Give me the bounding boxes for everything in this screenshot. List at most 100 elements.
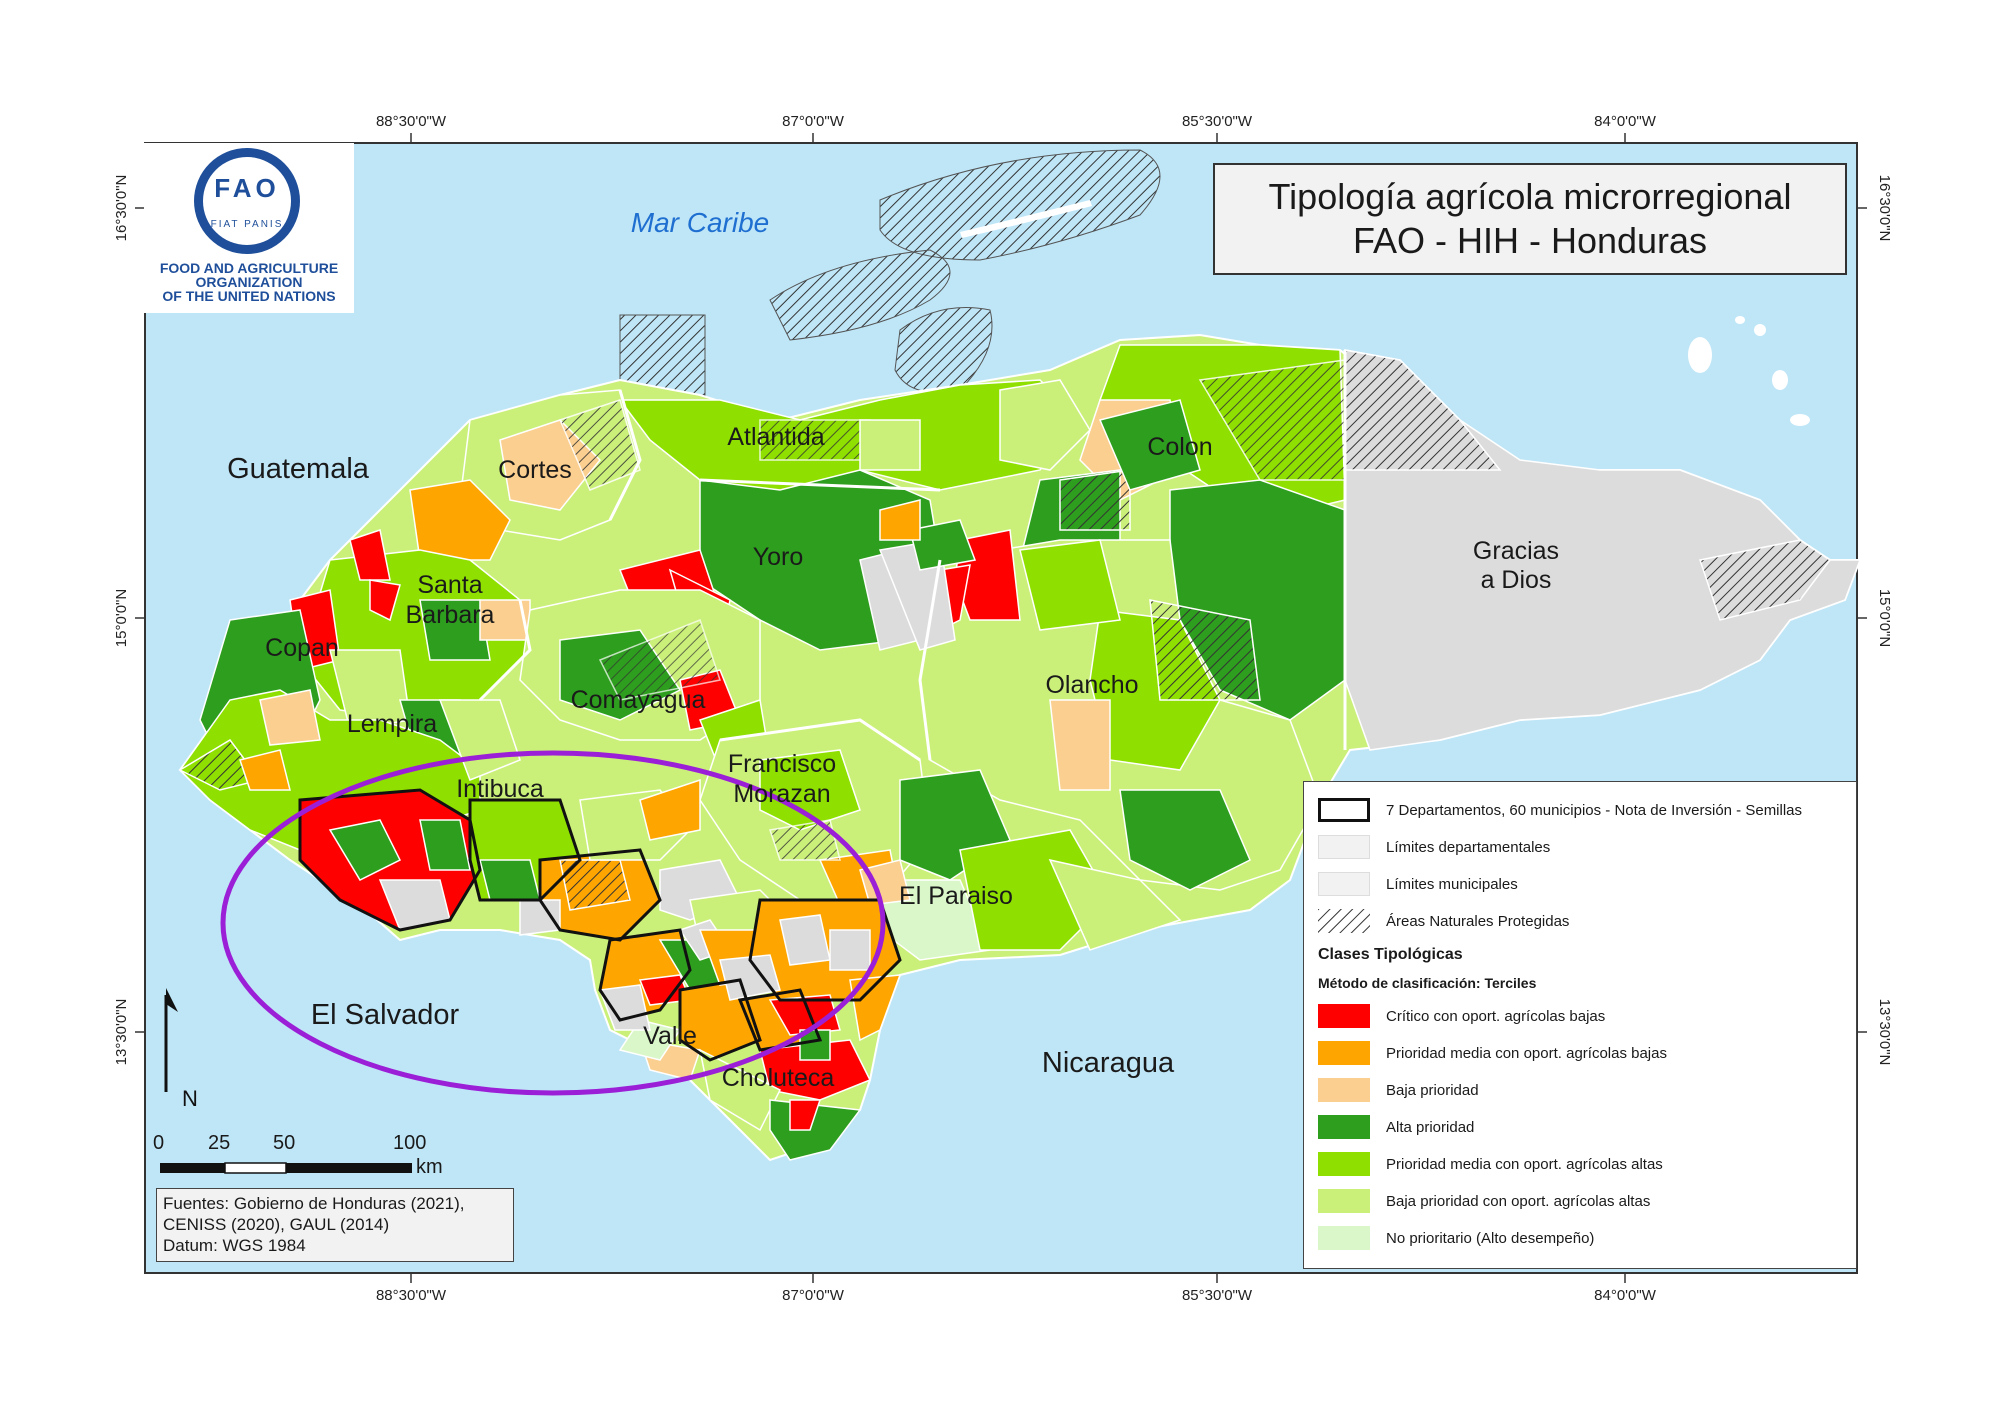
sources-line: CENISS (2020), GAUL (2014) — [163, 1215, 390, 1234]
legend-label: Crítico con oport. agrícolas bajas — [1386, 1007, 1606, 1025]
graticule-bottom-label: 87°0'0"W — [782, 1287, 845, 1304]
fao-org-line: FOOD AND AGRICULTURE — [159, 260, 339, 276]
country-label-guatemala: Guatemala — [227, 453, 370, 485]
dept-label-santa-barbara: Santa — [417, 571, 482, 599]
fao-org-name: FOOD AND AGRICULTURE ORGANIZATION OF THE… — [144, 261, 354, 303]
map-title: Tipología agrícola microrregional FAO - … — [1213, 163, 1847, 275]
municipalities — [178, 344, 1862, 1161]
graticule-top-label: 84°0'0"W — [1594, 113, 1657, 130]
legend-class-item: Prioridad media con oport. agrícolas baj… — [1318, 1041, 1667, 1065]
legend-label: Baja prioridad — [1386, 1081, 1479, 1099]
dept-label-atlantida: Atlantida — [727, 423, 824, 451]
graticule-left-label: 16°30'0"N — [113, 175, 130, 242]
legend-class-item: Baja prioridad — [1318, 1078, 1479, 1102]
map-title-line: Tipología agrícola microrregional — [1268, 176, 1792, 217]
dept-label-francisco-morazan: Morazan — [733, 780, 830, 808]
legend-label: Límites departamentales — [1386, 838, 1551, 856]
scale-tick-label: 0 — [153, 1132, 165, 1154]
graticule-top-label: 88°30'0"W — [376, 113, 447, 130]
graticule-bottom-label: 88°30'0"W — [376, 1287, 447, 1304]
legend-label: Áreas Naturales Protegidas — [1386, 912, 1570, 930]
legend-label: Alta prioridad — [1386, 1118, 1475, 1136]
dept-label-yoro: Yoro — [753, 543, 804, 571]
legend-item-muni-limits: Límites municipales — [1318, 872, 1518, 896]
dept-label-cortes: Cortes — [498, 456, 572, 484]
sources-line: Fuentes: Gobierno de Honduras (2021), — [163, 1194, 465, 1213]
legend-method: Método de clasificación: Terciles — [1318, 975, 1537, 991]
country-label-el-salvador: El Salvador — [311, 999, 460, 1031]
scale-tick-label: 50 — [273, 1132, 296, 1154]
graticule-right-label: 15°0'0"N — [1876, 589, 1893, 647]
dept-label-lempira: Lempira — [347, 710, 437, 738]
graticule-top-label: 87°0'0"W — [782, 113, 845, 130]
legend: 7 Departamentos, 60 municipios - Nota de… — [1303, 781, 1857, 1269]
legend-swatch — [1318, 1004, 1370, 1028]
legend-class-item: Alta prioridad — [1318, 1115, 1474, 1139]
legend-label: Prioridad media con oport. agrícolas alt… — [1386, 1155, 1663, 1173]
fao-motto: FIAT PANIS — [210, 219, 284, 230]
dept-label-francisco-morazan: Francisco — [728, 750, 836, 778]
legend-swatch — [1318, 872, 1370, 896]
country-label-nicaragua: Nicaragua — [1042, 1047, 1175, 1079]
legend-label: Límites municipales — [1386, 875, 1518, 893]
legend-swatch — [1318, 1189, 1370, 1213]
graticule-left-label: 15°0'0"N — [113, 589, 130, 647]
legend-label: Baja prioridad con oport. agrícolas alta… — [1386, 1192, 1651, 1210]
department-boundaries — [478, 350, 1347, 762]
dept-label-intibuca: Intibuca — [456, 775, 544, 803]
fao-org-line: OF THE UNITED NATIONS — [162, 288, 336, 304]
legend-swatch-hatch — [1318, 909, 1370, 933]
scale-tick-label: 25 — [208, 1132, 231, 1154]
graticule-right-label: 13°30'0"N — [1876, 999, 1893, 1066]
sources-line: Datum: WGS 1984 — [163, 1236, 306, 1255]
dept-label-comayagua: Comayagua — [571, 686, 706, 714]
fao-letters: FAO — [214, 173, 280, 203]
dept-label-olancho: Olancho — [1045, 671, 1138, 699]
dept-label-gracias-a-dios: Gracias — [1473, 537, 1559, 565]
fao-wheat-emblem-icon: FAO FIAT PANIS — [194, 148, 300, 254]
legend-label: 7 Departamentos, 60 municipios - Nota de… — [1386, 801, 1803, 819]
legend-swatch — [1318, 835, 1370, 859]
fao-org-line: ORGANIZATION — [195, 274, 303, 290]
legend-swatch — [1318, 1078, 1370, 1102]
graticule-right-label: 16°30'0"N — [1876, 175, 1893, 242]
graticule-top-label: 85°30'0"W — [1182, 113, 1253, 130]
legend-item-study-area: 7 Departamentos, 60 municipios - Nota de… — [1318, 798, 1802, 822]
scale-bar — [160, 1162, 412, 1174]
legend-swatch — [1318, 1226, 1370, 1250]
legend-item-dept-limits: Límites departamentales — [1318, 835, 1550, 859]
dept-label-choluteca: Choluteca — [722, 1064, 835, 1092]
graticule-bottom-label: 84°0'0"W — [1594, 1287, 1657, 1304]
dept-label-santa-barbara: Barbara — [406, 601, 495, 629]
sources-box: Fuentes: Gobierno de Honduras (2021), CE… — [156, 1188, 514, 1262]
fao-logo: FAO FIAT PANIS FOOD AND AGRICULTURE ORGA… — [144, 143, 354, 313]
scale-unit-label: km — [416, 1156, 443, 1178]
graticule-bottom-label: 85°30'0"W — [1182, 1287, 1253, 1304]
legend-class-item: Crítico con oport. agrícolas bajas — [1318, 1004, 1605, 1028]
graticule-left-label: 13°30'0"N — [113, 999, 130, 1066]
dept-label-copan: Copan — [265, 634, 339, 662]
map-title-line: FAO - HIH - Honduras — [1352, 220, 1708, 261]
dept-label-colon: Colon — [1147, 433, 1212, 461]
north-arrow — [164, 988, 178, 1092]
scale-tick-label: 100 — [393, 1132, 427, 1154]
study-area-boundaries — [298, 788, 902, 1062]
legend-swatch — [1318, 1152, 1370, 1176]
legend-class-item: Prioridad media con oport. agrícolas alt… — [1318, 1152, 1663, 1176]
sea-label: Mar Caribe — [631, 207, 769, 238]
legend-heading: Clases Tipológicas — [1318, 946, 1463, 963]
islands — [960, 200, 1810, 426]
dept-label-gracias-a-dios: a Dios — [1481, 566, 1552, 594]
dept-label-valle: Valle — [643, 1022, 697, 1050]
north-arrow-label: N — [182, 1086, 198, 1111]
graticule-ticks — [135, 133, 1867, 1283]
legend-swatch — [1318, 1115, 1370, 1139]
focus-ellipse — [220, 750, 886, 1096]
legend-swatch — [1318, 798, 1370, 822]
dept-label-el-paraiso: El Paraiso — [899, 882, 1013, 910]
legend-label: Prioridad media con oport. agrícolas baj… — [1386, 1044, 1667, 1062]
legend-item-protected-areas: Áreas Naturales Protegidas — [1318, 909, 1569, 933]
legend-class-item: Baja prioridad con oport. agrícolas alta… — [1318, 1189, 1650, 1213]
legend-label: No prioritario (Alto desempeño) — [1386, 1229, 1595, 1247]
